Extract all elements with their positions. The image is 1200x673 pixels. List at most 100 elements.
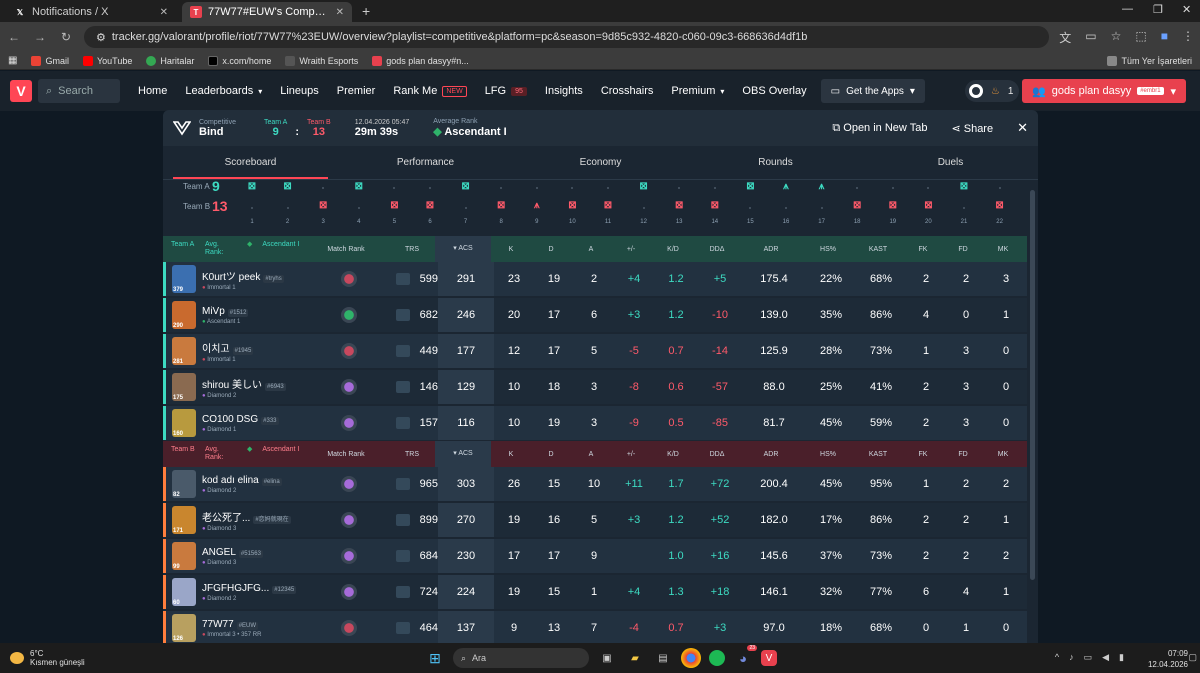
player-row[interactable]: 175 shirou 美しい #6943 ● Diamond 2 146 129 10 18 3… <box>163 370 1027 404</box>
column-header-12[interactable]: FK <box>918 450 928 458</box>
player-row[interactable]: 379 K0urtツ peek #tryhs ● Immortal 1 599 291 23… <box>163 262 1027 296</box>
discord-icon[interactable]: ◕ 23 <box>739 645 757 666</box>
elimination-icon[interactable]: ⊠ <box>924 200 933 211</box>
player-name[interactable]: CO100 DSG <box>202 414 259 425</box>
elimination-icon[interactable]: ⊠ <box>959 181 969 192</box>
column-header-7[interactable]: K/D <box>667 245 679 253</box>
new-tab-icon[interactable]: + <box>362 3 371 19</box>
notification-icon[interactable]: ▢ <box>1188 652 1197 662</box>
file-explorer-icon[interactable]: ▰ <box>631 652 639 664</box>
chevron-up-icon[interactable]: ^ <box>1054 652 1060 662</box>
column-header-6[interactable]: +/- <box>626 450 636 458</box>
elimination-icon[interactable]: ⊠ <box>568 200 577 211</box>
bookmark-youtube[interactable]: YouTube <box>82 55 132 66</box>
weather-widget[interactable]: 6°C Kısmen güneşli <box>10 649 85 667</box>
column-header-5[interactable]: A <box>588 245 594 253</box>
close-icon[interactable]: ✕ <box>1017 120 1028 135</box>
elimination-icon[interactable]: ⊠ <box>888 200 897 211</box>
column-header-0[interactable]: Match Rank <box>327 245 365 253</box>
bookmark-gods-plan[interactable]: gods plan dasyy#n... <box>372 55 469 66</box>
close-window-icon[interactable]: ✕ <box>1182 4 1192 16</box>
task-view-icon[interactable]: ▣ <box>602 652 612 664</box>
elimination-icon[interactable]: ⊠ <box>390 200 399 211</box>
player-name[interactable]: ANGEL <box>202 547 236 558</box>
column-header-10[interactable]: HS% <box>820 245 836 253</box>
nav-insights[interactable]: Insights <box>545 85 583 97</box>
player-name[interactable]: 77W77 <box>202 619 234 630</box>
elimination-icon[interactable]: ⊠ <box>318 200 328 211</box>
elimination-icon[interactable]: ⊠ <box>852 200 862 211</box>
elimination-icon[interactable]: ⊠ <box>710 200 719 211</box>
forward-icon[interactable]: → <box>34 30 46 44</box>
cast-icon[interactable]: ▭ <box>1085 28 1097 43</box>
taskbar-search-input[interactable]: ⌕ Ara <box>453 648 589 668</box>
column-header-14[interactable]: MK <box>997 450 1009 458</box>
scrollbar[interactable] <box>1030 190 1035 580</box>
reload-icon[interactable]: ↻ <box>60 30 72 44</box>
column-header-11[interactable]: KAST <box>868 245 888 253</box>
column-header-13[interactable]: FD <box>958 245 968 253</box>
column-header-5[interactable]: A <box>588 450 594 458</box>
player-row[interactable]: 290 MiVp #1512 ● Ascendant 1 682 246 20 17 6 +3 1.… <box>163 298 1027 332</box>
windows-start-icon[interactable]: ⊞ <box>429 649 441 666</box>
elimination-icon[interactable]: ⊠ <box>461 181 470 192</box>
network-icon[interactable]: ▭ <box>1083 652 1093 662</box>
tab-duels[interactable]: Duels <box>863 146 1038 179</box>
close-icon[interactable]: ✕ <box>335 6 344 18</box>
column-header-10[interactable]: HS% <box>820 450 836 458</box>
url-input[interactable]: ⚙ tracker.gg/valorant/profile/riot/77W77… <box>84 26 1050 48</box>
nav-lfg[interactable]: LFG 95 <box>485 85 527 97</box>
store-icon[interactable]: ▤ <box>658 652 668 664</box>
elimination-icon[interactable]: ⊠ <box>354 181 363 192</box>
player-row[interactable]: 281 이치고 #1945 ● Immortal 1 449 177 12 17 5 -5 0.7 -… <box>163 334 1027 368</box>
player-row[interactable]: 171 老公死了... #恋妈就現在 ● Diamond 3 899 270 19 16 5 +3… <box>163 503 1027 537</box>
share-button[interactable]: ⋖ Share <box>951 122 993 135</box>
nav-premium[interactable]: Premium ▾ <box>671 85 724 97</box>
player-name[interactable]: MiVp <box>202 306 225 317</box>
browser-tab-notifications[interactable]: 𝕏 Notifications / X ✕ <box>6 2 176 22</box>
defuse-icon[interactable]: ⩚ <box>783 181 789 192</box>
player-row[interactable]: 99 ANGEL #51563 ● Diamond 3 684 230 17 17 9 1.0 +1… <box>163 539 1027 573</box>
nav-obs-overlay[interactable]: OBS Overlay <box>742 85 806 97</box>
battery-icon[interactable]: ▮ <box>1119 652 1124 662</box>
column-header-11[interactable]: KAST <box>868 450 888 458</box>
get-apps-button[interactable]: ▭ Get the Apps ▾ <box>820 79 925 103</box>
nav-crosshairs[interactable]: Crosshairs <box>601 85 654 97</box>
all-bookmarks[interactable]: Tüm Yer İşaretleri <box>1107 55 1192 66</box>
defuse-icon[interactable]: ⩚ <box>533 200 540 211</box>
bookmark-x[interactable]: x.com/home <box>208 55 271 66</box>
column-header-9[interactable]: ADR <box>763 245 779 253</box>
elimination-icon[interactable]: ⊠ <box>603 200 613 211</box>
tab-performance[interactable]: Performance <box>338 146 513 179</box>
column-header-8[interactable]: DDΔ <box>709 450 725 458</box>
clock[interactable]: 07:09 12.04.2026 <box>1148 648 1188 670</box>
column-header-4[interactable]: D <box>548 245 554 253</box>
bookmark-gmail[interactable]: Gmail <box>31 55 69 66</box>
menu-icon[interactable]: ⋮ <box>1182 28 1194 43</box>
player-name[interactable]: JFGFHGJFG... <box>202 583 270 594</box>
column-header-12[interactable]: FK <box>918 245 928 253</box>
player-row[interactable]: 160 CO100 DSG #333 ● Diamond 1 157 116 10 19 3 -9… <box>163 406 1027 440</box>
maximize-icon[interactable]: ❐ <box>1153 4 1163 16</box>
open-new-tab-button[interactable]: ⧉ Open in New Tab <box>832 122 927 135</box>
column-header-13[interactable]: FD <box>958 450 968 458</box>
coin-counter[interactable]: ♨ 1 <box>964 80 1019 102</box>
elimination-icon[interactable]: ⊠ <box>283 181 292 192</box>
mic-icon[interactable]: ♪ <box>1069 652 1074 662</box>
site-search-input[interactable]: ⌕ Search <box>38 79 120 103</box>
column-header-2[interactable]: ▾ ACS <box>435 236 491 262</box>
column-header-1[interactable]: TRS <box>405 245 419 253</box>
elimination-icon[interactable]: ⊠ <box>247 181 257 192</box>
defuse-icon[interactable]: ⩚ <box>818 181 825 192</box>
nav-rank-me[interactable]: Rank Me NEW <box>393 85 467 97</box>
player-name[interactable]: 老公死了... <box>202 512 251 524</box>
player-row[interactable]: 126 77W77 #EUW ● Immortal 3 • 357 RR 464 137 9… <box>163 611 1027 643</box>
column-header-0[interactable]: Match Rank <box>327 450 365 458</box>
nav-leaderboards[interactable]: Leaderboards ▾ <box>185 85 262 97</box>
bookmark-wraith[interactable]: Wraith Esports <box>285 55 358 66</box>
bookmark-maps[interactable]: Haritalar <box>146 55 194 66</box>
column-header-8[interactable]: DDΔ <box>709 245 725 253</box>
chrome-icon[interactable] <box>681 648 701 668</box>
tab-economy[interactable]: Economy <box>513 146 688 179</box>
elimination-icon[interactable]: ⊠ <box>496 200 506 211</box>
